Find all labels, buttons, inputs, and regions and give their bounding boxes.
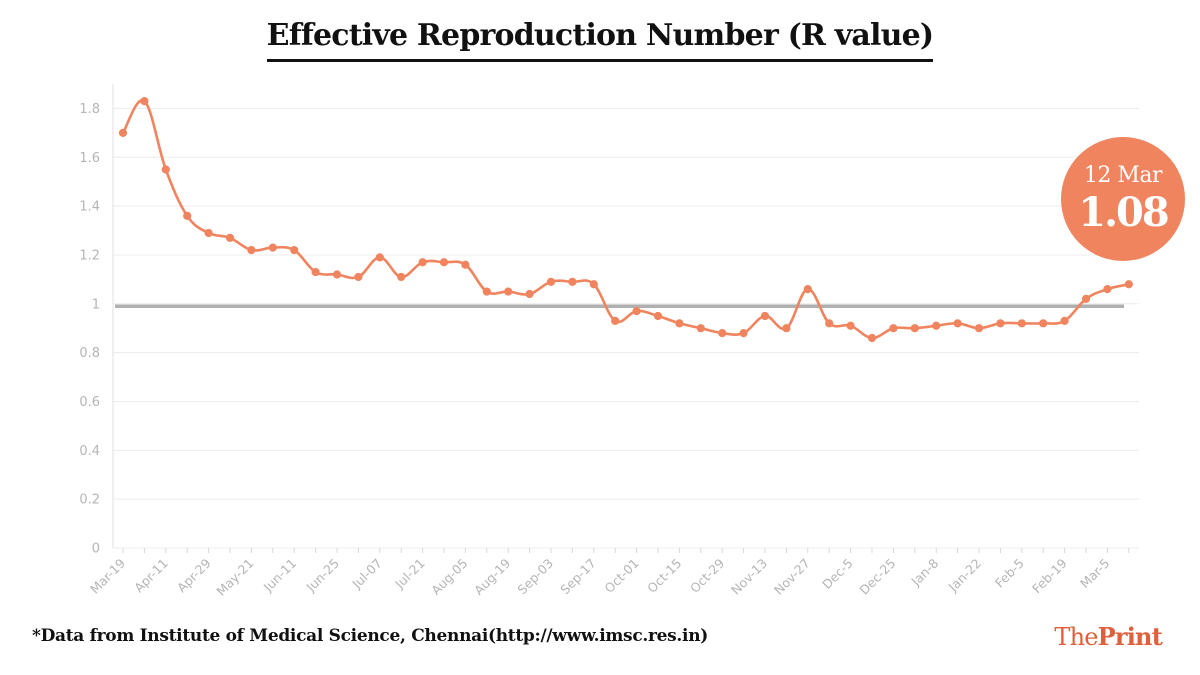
data-point [782,324,791,333]
axis-layer: 0 0.2 0.4 0.6 0.8 1 1.2 1.4 1.6 1.8 Mar-19 Apr-11 Ap… [79,84,1130,599]
data-point [482,287,491,296]
y-tick-label: 0 [92,542,100,557]
latest-value-badge: 12 Mar 1.08 [1061,137,1185,261]
data-point [803,285,812,294]
x-tick-label: Feb-5 [992,556,1027,591]
x-tick-label: Aug-19 [471,555,513,597]
data-point [932,321,941,330]
y-tick-label: 0.8 [79,346,100,361]
y-tick-label: 1.2 [79,248,100,263]
y-tick-label: 1.6 [79,151,100,166]
data-point [397,272,406,282]
x-tick-label: May-21 [213,556,256,599]
data-point [354,272,363,282]
x-tick-label: Oct-01 [601,556,641,596]
x-tick-label: Jul-21 [391,556,427,592]
brand-logo-part1: The [1054,623,1098,651]
data-point [504,287,513,296]
data-point [161,165,170,174]
y-tick-label: 1.8 [79,102,100,117]
data-point [910,324,919,333]
y-tick-label: 0.6 [79,395,100,410]
x-tick-label: Nov-13 [728,556,770,598]
data-point [739,328,748,338]
chart-title: Effective Reproduction Number (R value) [266,18,934,62]
x-tick-label: Jul-07 [349,556,385,592]
y-tick-label: 1 [92,297,100,312]
data-point [418,258,427,267]
data-point [290,245,299,255]
data-point [867,333,877,343]
data-point [825,319,834,328]
data-point [332,270,342,279]
data-point [375,253,384,262]
data-point [632,307,641,316]
x-tick-label: Jun-11 [260,556,300,596]
data-point [846,321,855,330]
x-tick-label: Apr-29 [174,555,214,595]
x-tick-label: Oct-29 [687,555,727,595]
x-tick-label: Feb-19 [1029,555,1070,596]
data-point [461,260,470,269]
data-point [183,211,192,220]
series-line [121,99,1130,340]
data-point [718,328,727,338]
data-point [1017,319,1026,328]
x-tick-label: Jun-25 [303,556,343,596]
data-point [525,289,534,299]
data-point [225,233,235,242]
x-tick-label: Dec-5 [819,556,856,593]
x-tick-label: Nov-27 [771,556,813,598]
y-tick-label: 0.4 [79,444,100,459]
title-wrap: Effective Reproduction Number (R value) [0,18,1200,62]
data-point [1060,316,1069,325]
data-point [311,267,320,277]
source-footnote: *Data from Institute of Medical Science,… [32,626,709,646]
data-point [1081,294,1091,304]
x-tick-label: Mar-5 [1077,556,1113,592]
data-point [268,243,277,252]
data-point [953,319,962,328]
data-point [1039,319,1048,328]
brand-logo: ThePrint [1054,622,1162,651]
data-point [611,316,620,325]
x-tick-label: Jan-22 [945,556,984,595]
x-tick-label: Apr-11 [131,556,171,596]
data-point [889,324,898,333]
grid-layer [113,107,1139,549]
data-point [204,228,213,238]
data-point [118,128,128,137]
series-layer [118,96,1133,343]
data-point [1124,280,1133,289]
data-point [696,324,705,333]
data-point [675,319,684,328]
data-point [568,277,577,286]
badge-date: 12 Mar [1083,163,1163,188]
x-tick-label: Aug-05 [428,556,470,598]
x-tick-label: Sep-17 [557,556,599,598]
data-point [247,245,256,255]
y-tick-label: 0.2 [79,493,100,508]
x-tick-label: Dec-25 [856,556,898,598]
data-point [974,324,984,333]
data-point [140,96,149,106]
data-point [996,319,1005,328]
y-tick-label: 1.4 [79,200,100,215]
x-tick-label: Jan-8 [908,555,942,589]
x-tick-label: Oct-15 [644,556,684,596]
data-point [546,277,556,286]
x-tick-label: Sep-03 [514,556,556,598]
data-point [589,280,598,289]
data-point [653,311,663,321]
data-point [1103,285,1112,294]
data-point [760,311,770,321]
data-point [439,258,449,267]
x-tick-label: Mar-19 [87,555,128,596]
brand-logo-part2: Print [1097,622,1163,651]
badge-value: 1.08 [1078,189,1169,236]
